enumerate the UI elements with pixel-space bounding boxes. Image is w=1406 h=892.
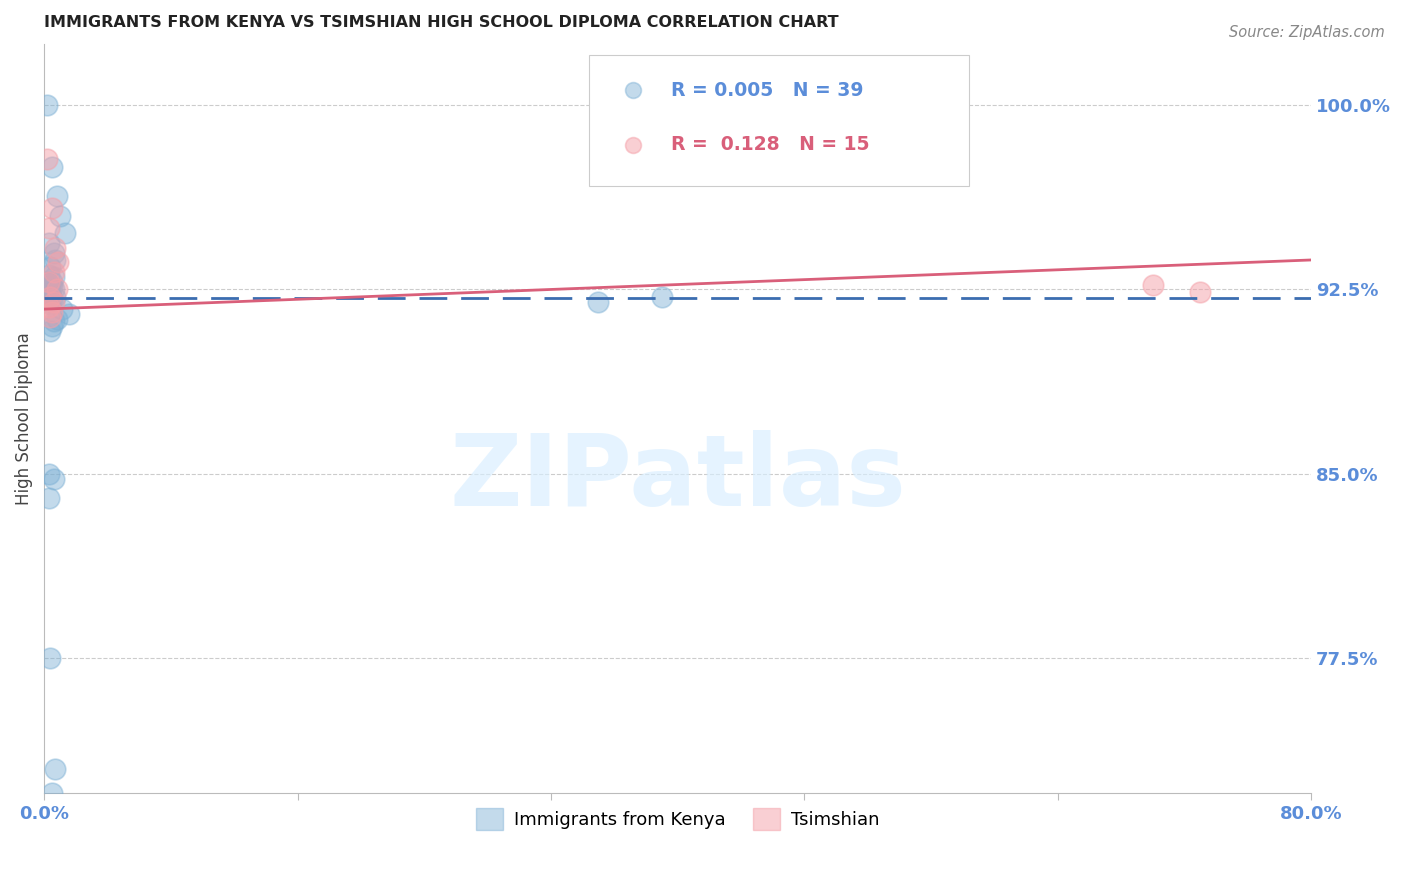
Point — [39, 297, 62, 311]
Point — [39, 324, 62, 338]
Point — [42, 294, 65, 309]
Point — [38, 300, 60, 314]
Point — [38, 277, 60, 292]
Legend: Immigrants from Kenya, Tsimshian: Immigrants from Kenya, Tsimshian — [468, 800, 886, 837]
Point — [41, 304, 63, 318]
Point — [38, 491, 60, 506]
Point — [44, 241, 66, 255]
Point — [42, 245, 65, 260]
FancyBboxPatch shape — [589, 55, 969, 186]
Point — [39, 285, 62, 299]
Point — [42, 283, 65, 297]
Point — [1142, 277, 1164, 292]
Point — [41, 280, 63, 294]
Y-axis label: High School Diploma: High School Diploma — [15, 332, 32, 505]
Point — [41, 275, 63, 289]
Point — [38, 467, 60, 481]
Point — [1189, 285, 1212, 299]
Point — [48, 255, 70, 269]
Text: IMMIGRANTS FROM KENYA VS TSIMSHIAN HIGH SCHOOL DIPLOMA CORRELATION CHART: IMMIGRANTS FROM KENYA VS TSIMSHIAN HIGH … — [44, 15, 839, 30]
Point — [41, 202, 63, 216]
Point — [39, 651, 62, 665]
Point — [37, 275, 59, 289]
Point — [769, 430, 792, 444]
Point — [588, 294, 610, 309]
Point — [38, 285, 60, 299]
Point — [41, 293, 63, 307]
Point — [38, 235, 60, 250]
Point — [37, 98, 59, 112]
Point — [41, 160, 63, 174]
Point — [53, 226, 76, 240]
Point — [45, 312, 67, 326]
Text: ZIPatlas: ZIPatlas — [449, 430, 905, 527]
Point — [38, 275, 60, 289]
Point — [39, 290, 62, 304]
Point — [39, 310, 62, 324]
Point — [45, 283, 67, 297]
Point — [37, 290, 59, 304]
Point — [651, 290, 673, 304]
Point — [45, 189, 67, 203]
Point — [44, 290, 66, 304]
Point — [44, 252, 66, 267]
Point — [37, 152, 59, 166]
Point — [58, 307, 80, 321]
Point — [38, 268, 60, 282]
Point — [41, 786, 63, 800]
Point — [44, 762, 66, 776]
Point — [39, 260, 62, 275]
Text: Source: ZipAtlas.com: Source: ZipAtlas.com — [1229, 25, 1385, 40]
Point — [42, 472, 65, 486]
Point — [38, 294, 60, 309]
Point — [42, 314, 65, 328]
Text: R = 0.005   N = 39: R = 0.005 N = 39 — [671, 80, 863, 100]
Point — [41, 319, 63, 334]
Point — [769, 251, 792, 265]
Point — [38, 287, 60, 301]
Point — [39, 280, 62, 294]
Point — [51, 302, 73, 317]
Point — [42, 270, 65, 285]
Point — [49, 209, 72, 223]
Point — [42, 265, 65, 279]
Point — [38, 221, 60, 235]
Text: R =  0.128   N = 15: R = 0.128 N = 15 — [671, 136, 870, 154]
